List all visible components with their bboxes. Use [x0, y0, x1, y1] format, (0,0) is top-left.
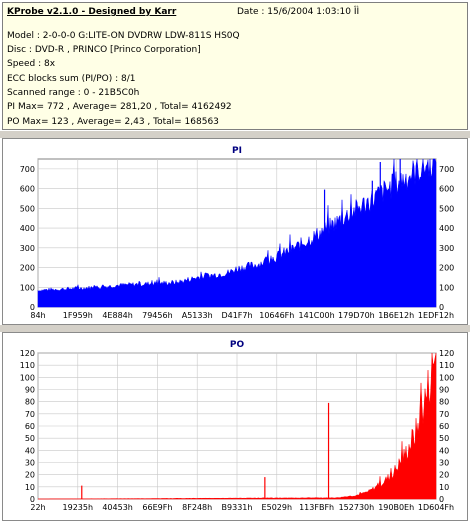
y-tick-label-right: 40 — [439, 446, 449, 455]
y-tick-label-left: 0 — [30, 495, 35, 504]
disc-info-panel: KProbe v2.1.0 - Designed by Karr Date : … — [2, 2, 468, 130]
x-tick-label: 1B6E12h — [378, 311, 414, 320]
y-tick-label-right: 700 — [439, 165, 454, 174]
chart-title: PI — [232, 146, 242, 156]
y-tick-label-right: 90 — [439, 386, 449, 395]
x-tick-label: A5133h — [182, 311, 213, 320]
x-tick-label: 40453h — [102, 503, 133, 512]
y-tick-label-right: 400 — [439, 224, 454, 233]
disc-type: Disc : DVD-R , PRINCO [Princo Corporatio… — [7, 45, 201, 55]
y-tick-label-left: 400 — [20, 224, 35, 233]
y-tick-label-right: 0 — [439, 495, 444, 504]
y-tick-label-right: 100 — [439, 373, 454, 382]
y-tick-label-left: 300 — [20, 244, 35, 253]
y-tick-label-left: 70 — [25, 410, 35, 419]
x-tick-label: 4E884h — [102, 311, 132, 320]
y-tick-label-right: 500 — [439, 204, 454, 213]
x-tick-label: 84h — [30, 311, 45, 320]
y-tick-label-left: 50 — [25, 434, 35, 443]
x-tick-label: E5029h — [262, 503, 292, 512]
pi-summary: PI Max= 772 , Average= 281,20 , Total= 4… — [7, 102, 232, 112]
y-tick-label-left: 100 — [20, 373, 35, 382]
y-tick-label-left: 60 — [25, 422, 35, 431]
scan-date: Date : 15/6/2004 1:03:10 ÎÌ — [237, 7, 360, 17]
scanned-range: Scanned range : 0 - 21B5C0h — [7, 88, 140, 98]
y-tick-label-right: 50 — [439, 434, 449, 443]
separator — [0, 131, 470, 138]
y-tick-label-right: 10 — [439, 483, 449, 492]
y-tick-label-left: 40 — [25, 446, 35, 455]
pi-chart: PI 0 0 100 100 200 200 300 300 400 400 500 500 600 600… — [20, 146, 455, 320]
y-tick-label-left: 10 — [25, 483, 35, 492]
po-summary: PO Max= 123 , Average= 2,43 , Total= 168… — [7, 117, 219, 127]
y-tick-label-left: 110 — [20, 361, 35, 370]
scan-speed: Speed : 8x — [7, 59, 56, 69]
x-tick-label: 190B0Eh — [378, 503, 414, 512]
y-tick-label-left: 200 — [20, 264, 35, 273]
x-tick-label: 1D604Fh — [418, 503, 454, 512]
x-tick-label: 19235h — [63, 503, 94, 512]
app-title: KProbe v2.1.0 - Designed by Karr — [7, 7, 177, 17]
ecc-blocks: ECC blocks sum (PI/PO) : 8/1 — [7, 74, 136, 84]
y-tick-label-right: 200 — [439, 264, 454, 273]
x-tick-label: 141C00h — [299, 311, 335, 320]
drive-model: Model : 2-0-0-0 G:LITE-ON DVDRW LDW-811S… — [7, 31, 240, 41]
po-chart-panel: PO 0 0 10 10 20 20 30 30 40 40 50 50 60 60 70 70 80 80 90 90… — [2, 332, 468, 521]
x-tick-label: 113FBFh — [299, 503, 334, 512]
x-tick-label: 152730h — [339, 503, 375, 512]
x-tick-label: 179D70h — [338, 311, 375, 320]
x-tick-label: B9331h — [222, 503, 253, 512]
y-tick-label-right: 0 — [439, 303, 444, 312]
data-area — [38, 352, 437, 500]
po-chart: PO 0 0 10 10 20 20 30 30 40 40 50 50 60 60 70 70 80 80 90 90… — [20, 340, 455, 512]
y-tick-label-left: 120 — [20, 349, 35, 358]
y-tick-label-right: 600 — [439, 185, 454, 194]
y-tick-label-left: 600 — [20, 185, 35, 194]
y-tick-label-right: 30 — [439, 459, 449, 468]
y-tick-label-right: 120 — [439, 349, 454, 358]
x-tick-label: D41F7h — [221, 311, 252, 320]
y-tick-label-left: 100 — [20, 283, 35, 292]
y-tick-label-left: 700 — [20, 165, 35, 174]
y-tick-label-right: 80 — [439, 398, 449, 407]
y-tick-label-right: 70 — [439, 410, 449, 419]
x-tick-label: 22h — [30, 503, 45, 512]
data-area — [37, 158, 437, 308]
y-tick-label-right: 110 — [439, 361, 454, 370]
separator — [0, 325, 470, 332]
x-tick-label: 1F959h — [63, 311, 93, 320]
y-tick-label-left: 20 — [25, 471, 35, 480]
x-tick-label: 1EDF12h — [418, 311, 454, 320]
y-tick-label-right: 100 — [439, 283, 454, 292]
x-tick-label: 79456h — [142, 311, 173, 320]
x-tick-label: 8F248h — [182, 503, 212, 512]
y-tick-label-left: 90 — [25, 386, 35, 395]
y-tick-label-right: 20 — [439, 471, 449, 480]
pi-chart-panel: PI 0 0 100 100 200 200 300 300 400 400 500 500 600 600… — [2, 138, 468, 325]
x-tick-label: 66E9Fh — [142, 503, 172, 512]
y-tick-label-left: 0 — [30, 303, 35, 312]
y-tick-label-left: 30 — [25, 459, 35, 468]
y-tick-label-right: 60 — [439, 422, 449, 431]
y-tick-label-right: 300 — [439, 244, 454, 253]
y-tick-label-left: 80 — [25, 398, 35, 407]
x-tick-label: 10646Fh — [259, 311, 294, 320]
y-tick-label-left: 500 — [20, 204, 35, 213]
chart-title: PO — [230, 340, 245, 350]
